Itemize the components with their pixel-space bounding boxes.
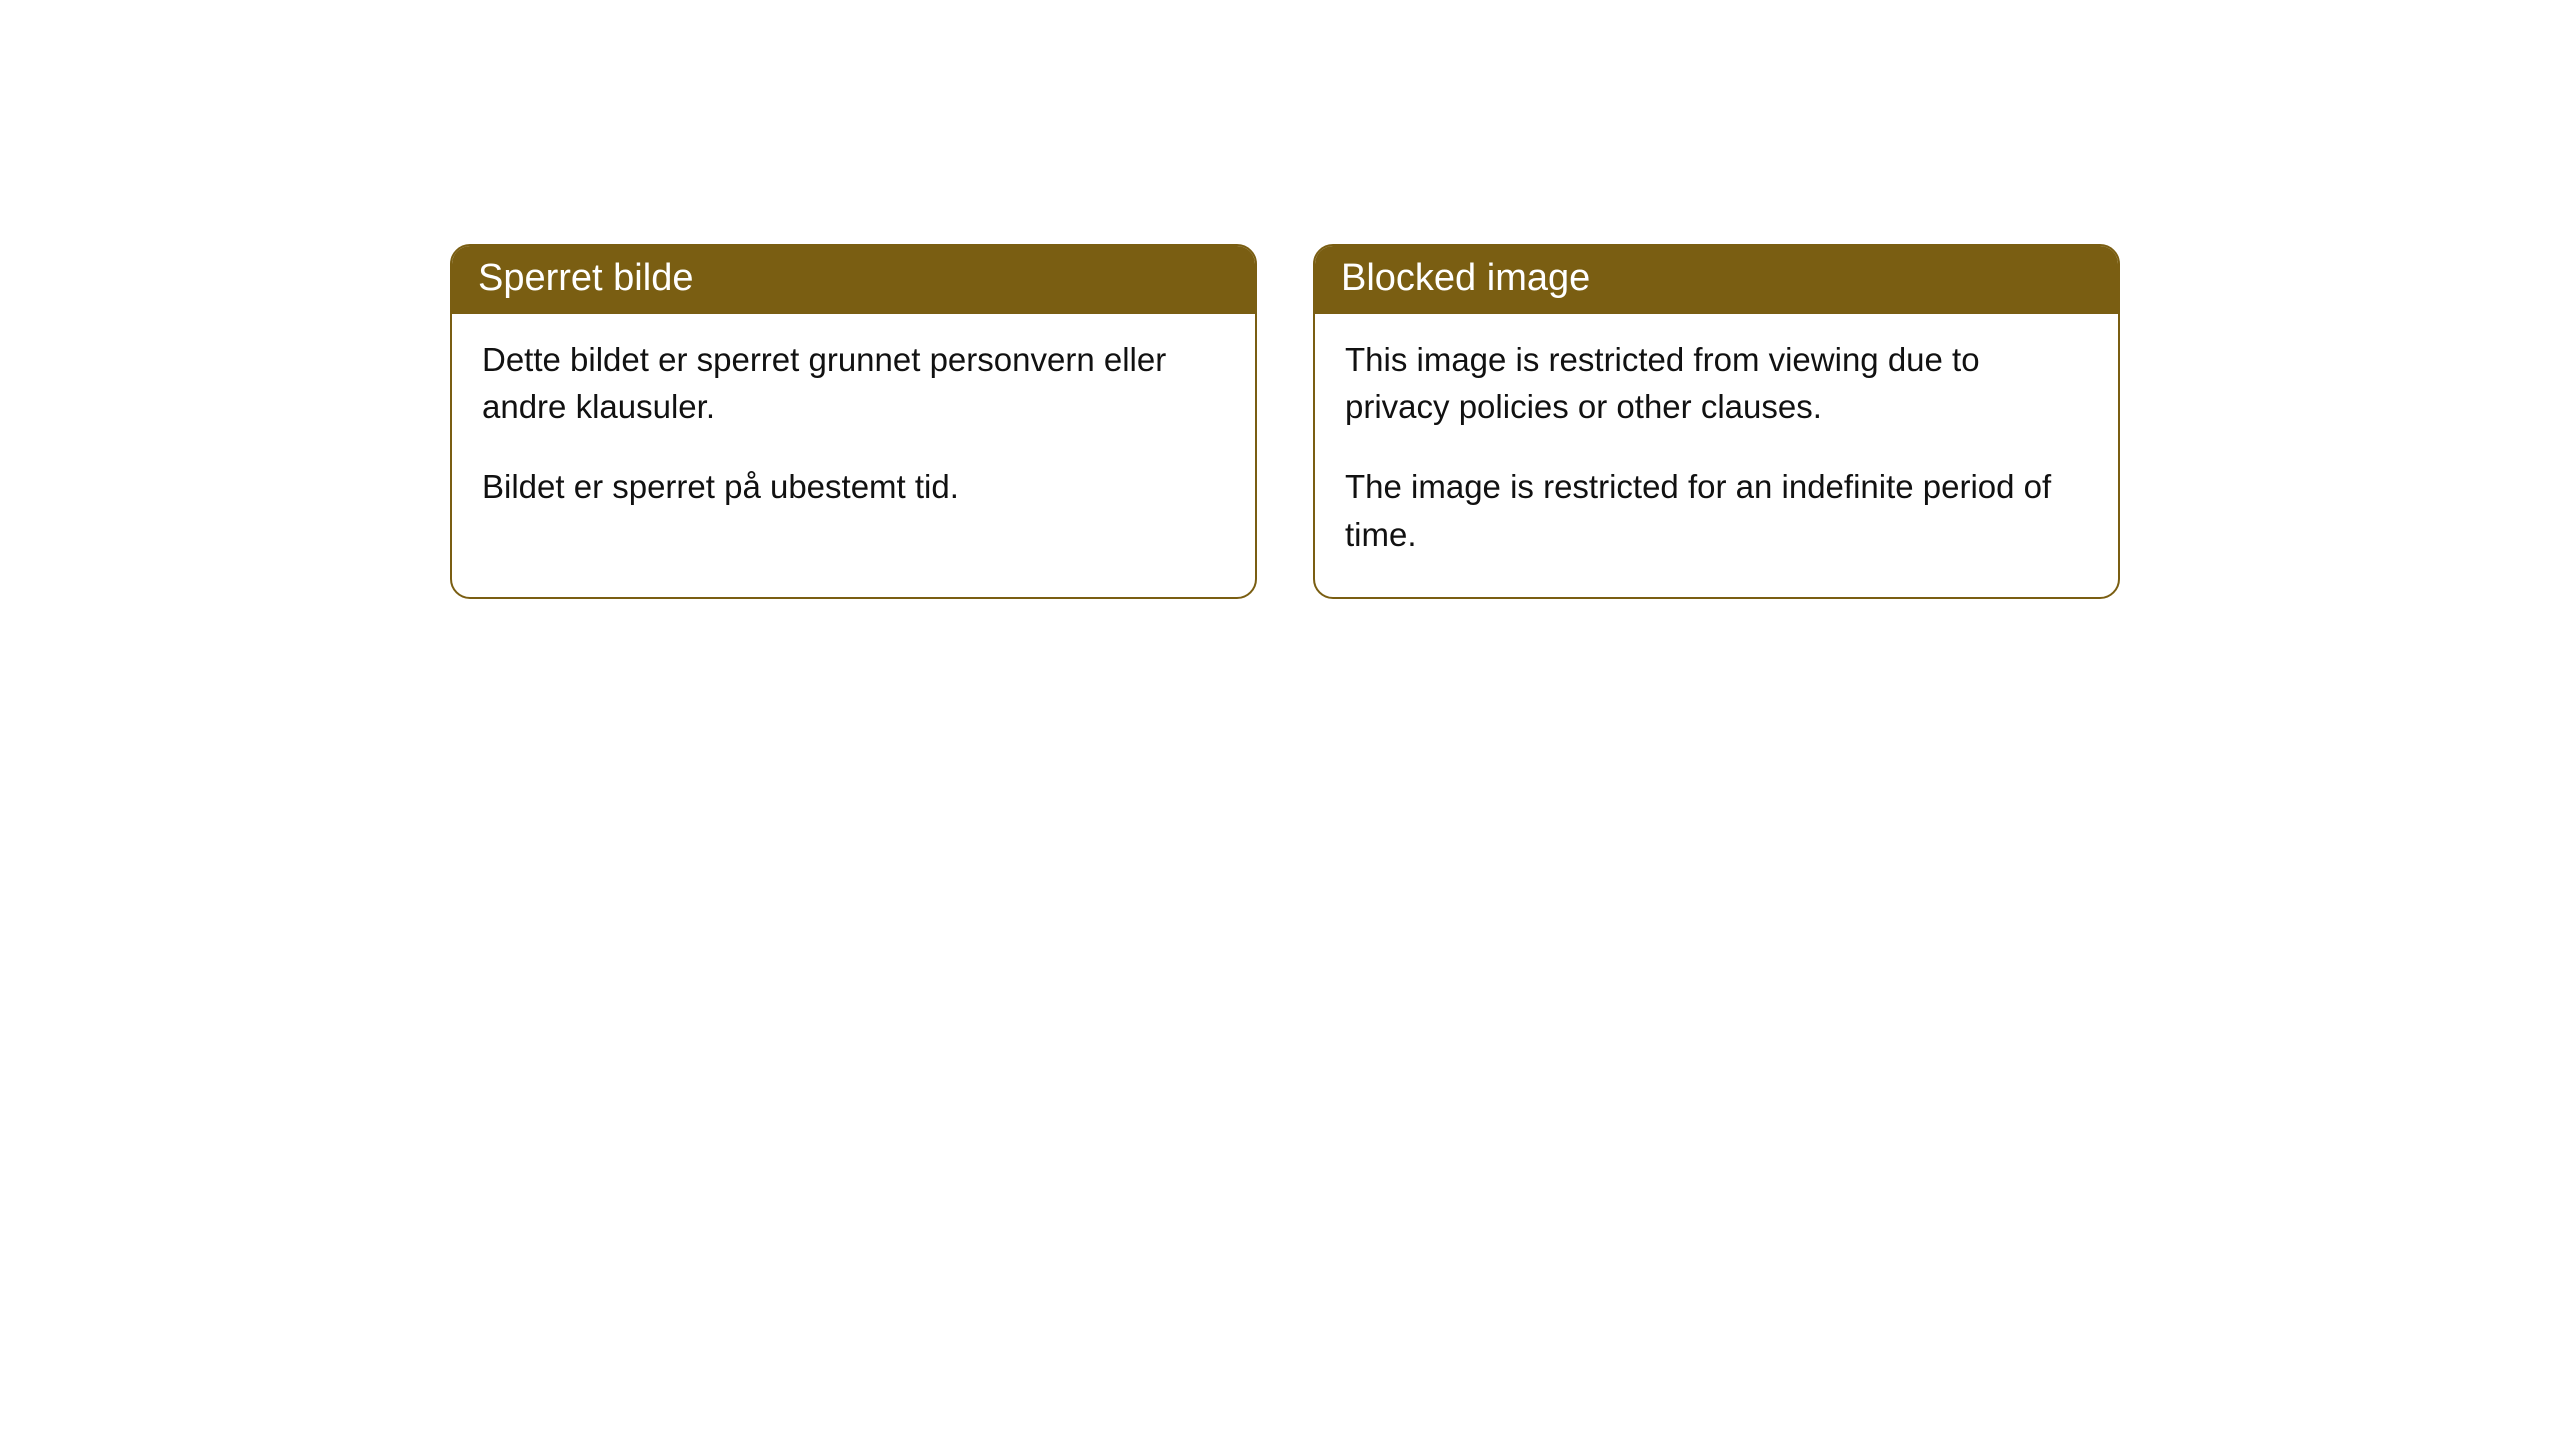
card-para2-no: Bildet er sperret på ubestemt tid. <box>482 463 1225 511</box>
card-body-no: Dette bildet er sperret grunnet personve… <box>452 314 1255 550</box>
card-para2-en: The image is restricted for an indefinit… <box>1345 463 2088 559</box>
card-title-en: Blocked image <box>1315 246 2118 314</box>
cards-container: Sperret bilde Dette bildet er sperret gr… <box>0 0 2560 599</box>
card-body-en: This image is restricted from viewing du… <box>1315 314 2118 597</box>
card-title-no: Sperret bilde <box>452 246 1255 314</box>
card-para1-no: Dette bildet er sperret grunnet personve… <box>482 336 1225 432</box>
blocked-image-card-en: Blocked image This image is restricted f… <box>1313 244 2120 599</box>
blocked-image-card-no: Sperret bilde Dette bildet er sperret gr… <box>450 244 1257 599</box>
card-para1-en: This image is restricted from viewing du… <box>1345 336 2088 432</box>
